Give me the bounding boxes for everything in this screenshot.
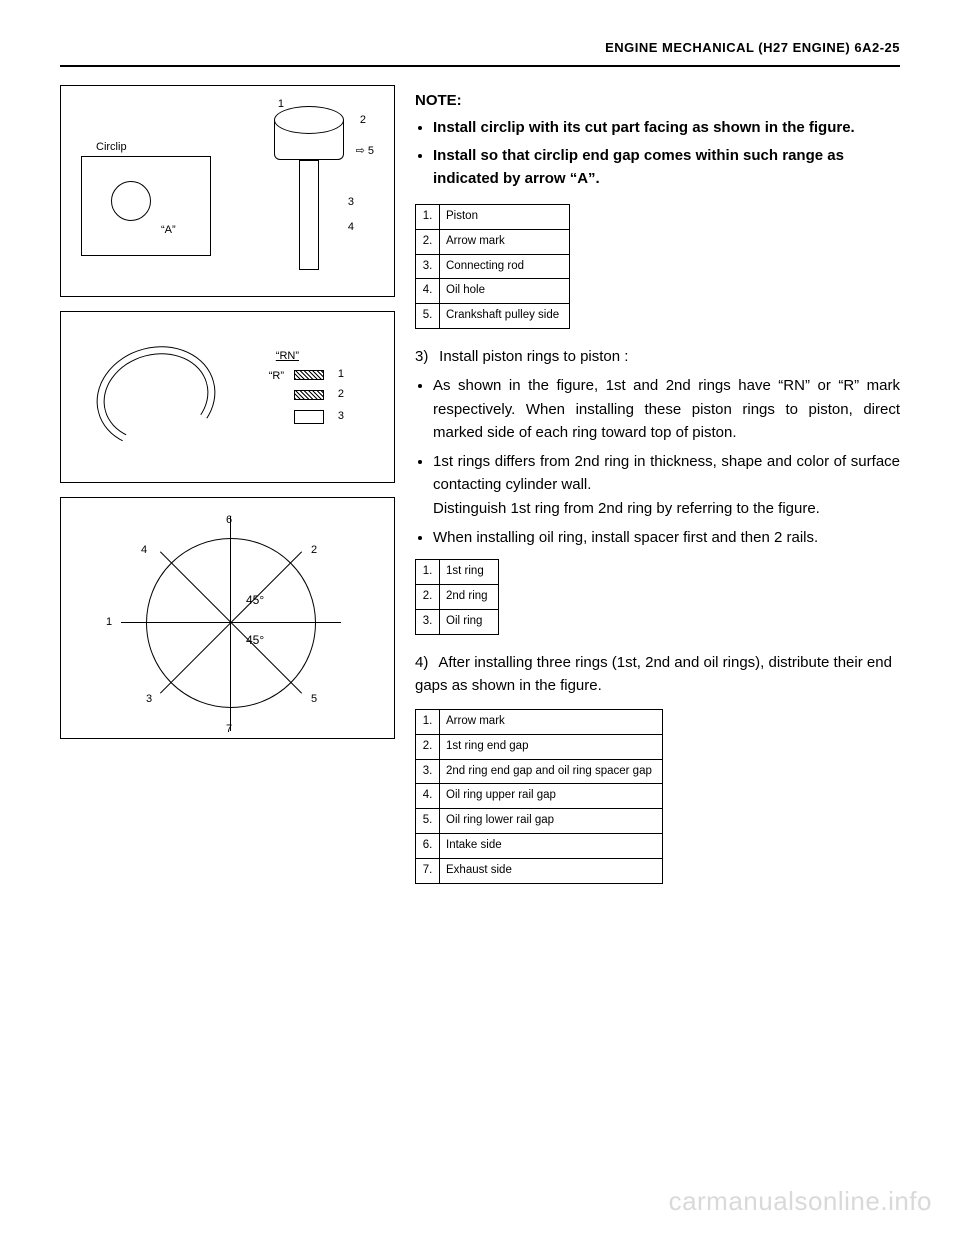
table-row: 1.Piston: [416, 205, 570, 230]
ring-cross-1: [294, 370, 324, 380]
table-row: 2.2nd ring: [416, 584, 499, 609]
connecting-rod-shape: [299, 160, 319, 270]
content-row: Circlip “A” 1 2 ⇨ 5 3 4 “RN” “R” 1 2: [60, 85, 900, 900]
gap-callout-4: 4: [141, 544, 147, 556]
circlip-circle-shape: [111, 181, 151, 221]
ring-callout-2: 2: [338, 388, 344, 400]
callout-2: 2: [360, 114, 366, 126]
ring-cross-3: [294, 410, 324, 424]
step-text: Install piston rings to piston :: [439, 348, 628, 365]
list-item: 1st rings differs from 2nd ring in thick…: [433, 450, 900, 520]
step-4: 4) After installing three rings (1st, 2n…: [415, 651, 900, 698]
callout-1: 1: [278, 98, 284, 110]
text-column: NOTE: Install circlip with its cut part …: [415, 85, 900, 900]
table-row: 3.Connecting rod: [416, 254, 570, 279]
table-row: 1.1st ring: [416, 560, 499, 585]
angle-45-lower: 45°: [246, 633, 264, 647]
note-item: Install circlip with its cut part facing…: [433, 116, 900, 139]
list-item: When installing oil ring, install spacer…: [433, 526, 900, 549]
ring-callout-1: 1: [338, 368, 344, 380]
table-row: 3.Oil ring: [416, 609, 499, 634]
note-item: Install so that circlip end gap comes wi…: [433, 144, 900, 191]
figure-piston-circlip: Circlip “A” 1 2 ⇨ 5 3 4: [60, 85, 395, 297]
ring-callout-3: 3: [338, 410, 344, 422]
table-row: 4.Oil hole: [416, 279, 570, 304]
gap-callout-7: 7: [226, 723, 232, 735]
table-row: 2.1st ring end gap: [416, 734, 663, 759]
gap-callout-3: 3: [146, 693, 152, 705]
watermark: carmanualsonline.info: [669, 1186, 932, 1217]
table-row: 3.2nd ring end gap and oil ring spacer g…: [416, 759, 663, 784]
figures-column: Circlip “A” 1 2 ⇨ 5 3 4 “RN” “R” 1 2: [60, 85, 395, 900]
gap-callout-2: 2: [311, 544, 317, 556]
ring-cross-2: [294, 390, 324, 400]
table-row: 4.Oil ring upper rail gap: [416, 784, 663, 809]
gap-callout-6: 6: [226, 514, 232, 526]
callout-3: 3: [348, 196, 354, 208]
gap-callout-5: 5: [311, 693, 317, 705]
callout-4: 4: [348, 221, 354, 233]
angle-45-upper: 45°: [246, 593, 264, 607]
figure-ring-gap-positions: 45° 45° 6 2 4 1 3 5 7: [60, 497, 395, 739]
step-3-bullets: As shown in the figure, 1st and 2nd ring…: [415, 374, 900, 549]
table-row: 2.Arrow mark: [416, 229, 570, 254]
rn-mark-label: “RN”: [276, 350, 299, 362]
legend-table-3: 1.Arrow mark 2.1st ring end gap 3.2nd ri…: [415, 709, 663, 884]
note-list: Install circlip with its cut part facing…: [415, 116, 900, 190]
arrow-a-label: “A”: [161, 224, 176, 236]
legend-table-2: 1.1st ring 2.2nd ring 3.Oil ring: [415, 559, 499, 634]
list-item: As shown in the figure, 1st and 2nd ring…: [433, 374, 900, 444]
figure-piston-rings: “RN” “R” 1 2 3: [60, 311, 395, 483]
step-3: 3) Install piston rings to piston :: [415, 345, 900, 368]
circlip-label: Circlip: [96, 141, 127, 153]
gap-callout-1: 1: [106, 616, 112, 628]
page: ENGINE MECHANICAL (H27 ENGINE) 6A2-25 Ci…: [0, 0, 960, 940]
table-row: 5.Oil ring lower rail gap: [416, 809, 663, 834]
note-heading: NOTE:: [415, 89, 900, 112]
step-number: 3): [415, 345, 435, 368]
step-number: 4): [415, 651, 435, 674]
table-row: 1.Arrow mark: [416, 710, 663, 735]
table-row: 6.Intake side: [416, 834, 663, 859]
step-text: After installing three rings (1st, 2nd a…: [415, 654, 892, 694]
table-row: 7.Exhaust side: [416, 858, 663, 883]
table-row: 5.Crankshaft pulley side: [416, 304, 570, 329]
legend-table-1: 1.Piston 2.Arrow mark 3.Connecting rod 4…: [415, 204, 570, 329]
r-mark-label: “R”: [269, 370, 284, 382]
piston-body-shape: [274, 120, 344, 160]
callout-5: ⇨ 5: [356, 144, 374, 157]
page-header: ENGINE MECHANICAL (H27 ENGINE) 6A2-25: [60, 40, 900, 55]
header-rule: [60, 65, 900, 67]
